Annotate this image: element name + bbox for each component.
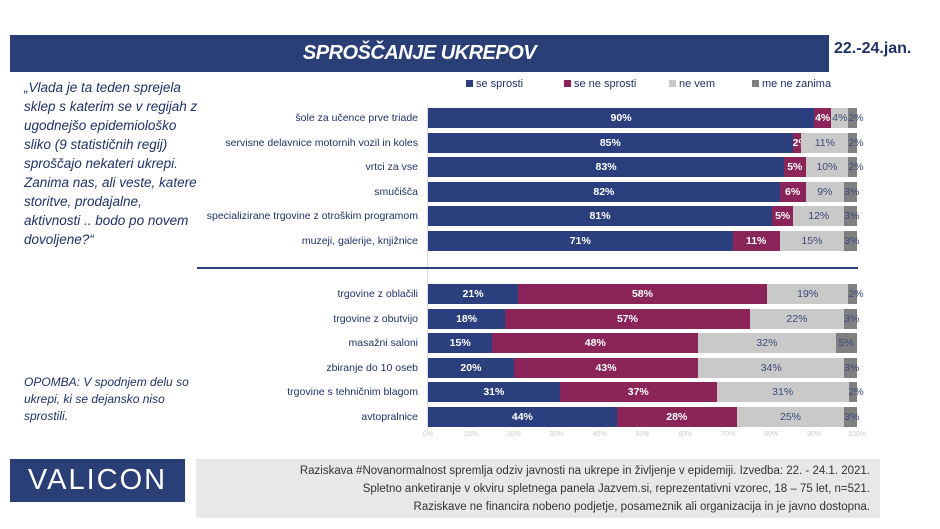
bar-se-ne-sprosti: 5% [784,157,806,178]
bar-me-ne-zanima: 2% [848,157,864,178]
bar-se-ne-sprosti: 11% [732,231,780,251]
legend-swatch [564,80,571,87]
bar-se-ne-sprosti: 6% [779,181,806,202]
category-label: masažni saloni [348,337,418,350]
note: OPOMBA: V spodnjem delu so ukrepi, ki se… [24,375,189,423]
category-label: zbiranje do 10 oseb [326,361,418,374]
bar-se-sprosti: 83% [428,157,785,178]
x-tick-label: 100% [848,431,866,438]
category-label: trgovine z oblačili [337,288,418,300]
x-tick-label: 40% [592,431,607,438]
bar-me-ne-zanima: 3% [844,308,859,329]
x-tick-label: 60% [678,431,693,438]
page-title: SPROŠČANJE UKREPOV [10,35,829,72]
legend-label: se ne sprosti [574,78,637,90]
valicon-logo: VALICON [10,459,185,502]
bar-se-ne-sprosti: 57% [505,308,750,329]
x-tick-label: 20% [506,431,521,438]
bar-me-ne-zanima: 2% [848,382,864,403]
legend-item-se-ne-sprosti: se ne sprosti [564,78,636,90]
bar-se-sprosti: 20% [428,357,514,378]
bar-ne-vem: 22% [749,308,845,329]
category-label: smučišča [374,185,418,198]
survey-date: 22.-24.jan. [834,40,912,57]
bar-ne-vem: 11% [801,132,849,153]
bar-se-ne-sprosti: 43% [513,357,699,378]
bar-se-ne-sprosti: 4% [814,108,832,128]
bar-se-sprosti: 85% [428,132,793,153]
bar-se-sprosti: 15% [428,333,493,354]
category-label: vrtci za vse [365,161,418,174]
group-separator [197,267,858,269]
bar-me-ne-zanima: 2% [848,108,864,128]
x-tick-label: 10% [463,431,478,438]
bar-se-sprosti: 18% [428,308,506,329]
bar-me-ne-zanima: 2% [848,284,864,304]
bar-ne-vem: 4% [831,108,849,128]
bar-me-ne-zanima: 2% [848,132,864,153]
bar-se-sprosti: 81% [428,206,773,227]
bar-me-ne-zanima: 3% [844,181,859,202]
legend-item-se-sprosti: se sprosti [466,78,523,90]
category-label: muzeji, galerije, knjižnice [301,235,418,247]
category-label: specializirane trgovine z otroškim progr… [206,210,418,223]
bar-se-ne-sprosti: 5% [772,206,794,227]
bar-ne-vem: 25% [736,407,845,427]
footer-line: Spletno anketiranje v okviru spletnega p… [362,483,870,495]
category-label: servisne delavnice motornih vozil in kol… [225,136,418,149]
bar-ne-vem: 15% [779,231,845,251]
bar-se-ne-sprosti: 2% [792,132,808,153]
bar-se-sprosti: 90% [428,108,815,128]
legend-swatch [669,80,676,87]
bar-se-sprosti: 71% [428,231,733,251]
category-label: avtopralnice [361,411,418,423]
bar-se-sprosti: 31% [428,382,560,403]
legend-item-ne-vem: ne vem [669,78,715,90]
category-label: šole za učence prve triade [295,112,418,124]
bar-me-ne-zanima: 3% [844,231,859,251]
x-tick-label: 50% [635,431,650,438]
bar-me-ne-zanima: 3% [844,357,859,378]
bar-ne-vem: 31% [716,382,849,403]
bar-ne-vem: 19% [766,284,849,304]
bar-me-ne-zanima: 3% [844,206,859,227]
legend-item-me-ne-zanima: me ne zanima [752,78,831,90]
legend-swatch [752,80,759,87]
category-label: trgovine z obutvijo [333,312,418,325]
x-tick-label: 0% [422,431,434,438]
bar-se-ne-sprosti: 58% [518,284,767,304]
legend-label: se sprosti [476,78,524,90]
bar-se-ne-sprosti: 28% [616,407,737,427]
category-label: trgovine s tehničnim blagom [287,386,418,399]
bar-ne-vem: 9% [805,181,845,202]
bar-se-sprosti: 21% [428,284,519,304]
bar-se-sprosti: 82% [428,181,780,202]
survey-question: „Vlada je ta teden sprejela sklep s kate… [24,80,198,247]
bar-me-ne-zanima: 5% [835,333,857,354]
footer-note: Raziskava #Novanormalnost spremlja odziv… [196,459,880,518]
footer-line: Raziskava #Novanormalnost spremlja odziv… [299,465,870,477]
x-tick-label: 90% [807,431,822,438]
bar-se-ne-sprosti: 37% [559,382,717,403]
x-tick-label: 30% [549,431,564,438]
bar-ne-vem: 10% [805,157,849,178]
x-tick-label: 70% [721,431,736,438]
bar-ne-vem: 12% [793,206,845,227]
footer-line: Raziskave ne financira nobeno podjetje, … [413,501,870,513]
bar-ne-vem: 34% [698,357,845,378]
bar-ne-vem: 32% [698,333,836,354]
legend-label: ne vem [679,78,716,90]
bar-se-sprosti: 44% [428,407,617,427]
x-tick-label: 80% [764,431,779,438]
bar-se-ne-sprosti: 48% [492,333,699,354]
legend-label: me ne zanima [762,78,832,90]
bar-me-ne-zanima: 3% [844,407,859,427]
legend-swatch [466,80,473,87]
